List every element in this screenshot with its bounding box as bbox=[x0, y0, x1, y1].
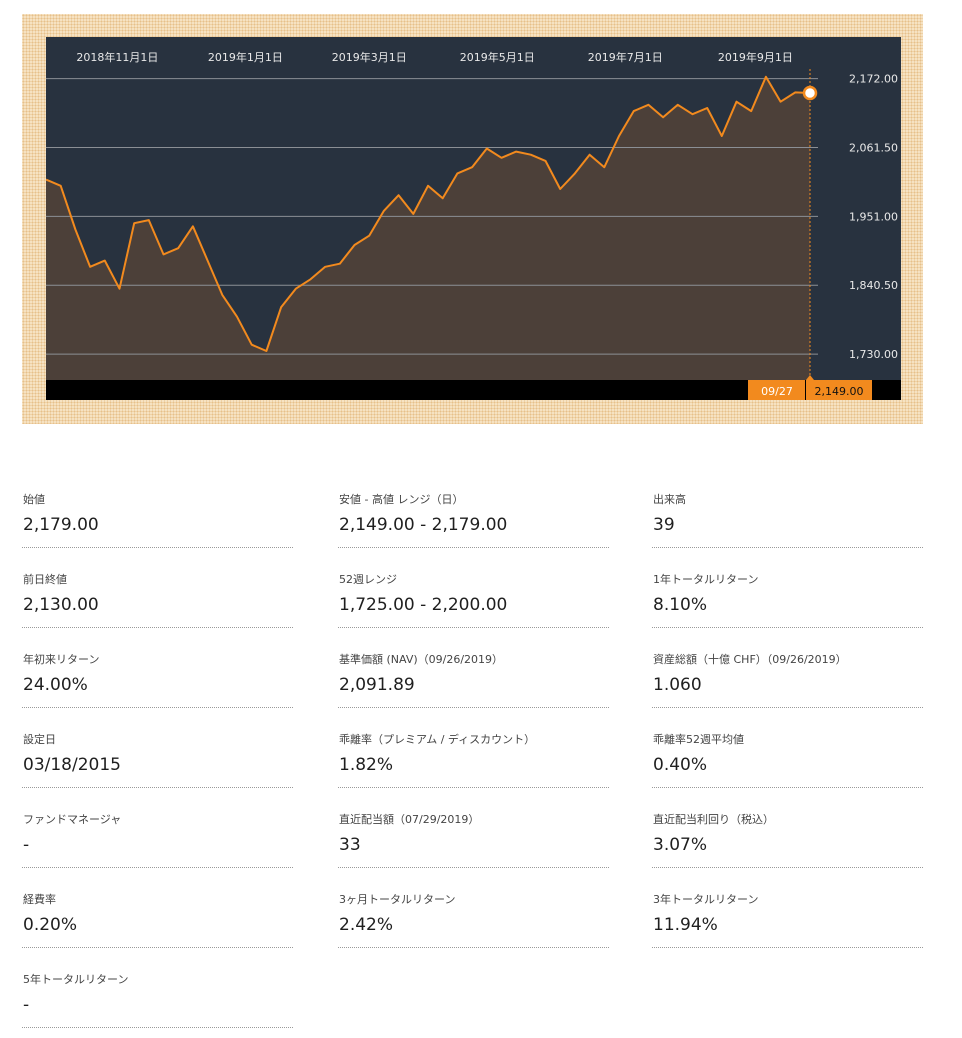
stat-fund-manager: ファンドマネージャ - bbox=[22, 803, 293, 868]
stat-total-assets: 資産総額（十億 CHF）（09/26/2019） 1.060 bbox=[652, 643, 923, 708]
stat-open: 始値 2,179.00 bbox=[22, 483, 293, 548]
stat-52-week-range: 52週レンジ 1,725.00 - 2,200.00 bbox=[338, 563, 609, 628]
stat-label: ファンドマネージャ bbox=[23, 813, 122, 826]
stat-value: 1.82% bbox=[339, 755, 394, 775]
stat-premium-52w-avg: 乖離率52週平均値 0.40% bbox=[652, 723, 923, 788]
stat-value: 1,725.00 - 2,200.00 bbox=[339, 595, 508, 615]
stat-previous-close: 前日終値 2,130.00 bbox=[22, 563, 293, 628]
stat-day-range: 安値 - 高値 レンジ（日） 2,149.00 - 2,179.00 bbox=[338, 483, 609, 548]
stat-label: 1年トータルリターン bbox=[653, 573, 759, 586]
stat-value: 11.94% bbox=[653, 915, 718, 935]
last-date-label: 09/27 bbox=[761, 385, 793, 398]
stat-last-dividend: 直近配当額（07/29/2019） 33 bbox=[338, 803, 609, 868]
price-line bbox=[46, 75, 811, 352]
value-badge-pointer bbox=[806, 375, 814, 380]
stat-value: 1.060 bbox=[653, 675, 702, 695]
stat-label: 直近配当利回り（税込） bbox=[653, 813, 774, 826]
stat-label: 出来高 bbox=[653, 493, 686, 506]
stat-label: 5年トータルリターン bbox=[23, 973, 129, 986]
stat-nav: 基準価額 (NAV)（09/26/2019） 2,091.89 bbox=[338, 643, 609, 708]
y-tick-label: 1,840.50 bbox=[849, 279, 898, 292]
x-tick-label: 2019年7月1日 bbox=[588, 50, 663, 64]
stat-value: 24.00% bbox=[23, 675, 88, 695]
stat-3m-total-return: 3ヶ月トータルリターン 2.42% bbox=[338, 883, 609, 948]
x-tick-label: 2019年5月1日 bbox=[460, 50, 535, 64]
stat-label: 基準価額 (NAV)（09/26/2019） bbox=[339, 653, 504, 666]
x-tick-label: 2018年11月1日 bbox=[76, 50, 158, 64]
stat-1y-total-return: 1年トータルリターン 8.10% bbox=[652, 563, 923, 628]
stat-label: 設定日 bbox=[23, 733, 56, 746]
stat-dividend-yield: 直近配当利回り（税込） 3.07% bbox=[652, 803, 923, 868]
stat-value: 33 bbox=[339, 835, 361, 855]
stat-value: 2,149.00 - 2,179.00 bbox=[339, 515, 508, 535]
x-tick-label: 2019年1月1日 bbox=[208, 50, 283, 64]
stat-volume: 出来高 39 bbox=[652, 483, 923, 548]
stat-value: 8.10% bbox=[653, 595, 708, 615]
stat-inception-date: 設定日 03/18/2015 bbox=[22, 723, 293, 788]
stat-label: 52週レンジ bbox=[339, 573, 397, 586]
stat-value: 2,091.89 bbox=[339, 675, 415, 695]
y-tick-label: 1,951.00 bbox=[849, 210, 898, 223]
stat-label: 乖離率（プレミアム / ディスカウント） bbox=[339, 733, 536, 746]
stat-label: 3ヶ月トータルリターン bbox=[339, 893, 456, 906]
y-tick-label: 2,061.50 bbox=[849, 142, 898, 155]
stat-label: 資産総額（十億 CHF）（09/26/2019） bbox=[653, 653, 847, 666]
stat-value: 3.07% bbox=[653, 835, 708, 855]
last-value-label: 2,149.00 bbox=[815, 385, 864, 398]
stat-expense-ratio: 経費率 0.20% bbox=[22, 883, 293, 948]
x-tick-label: 2019年3月1日 bbox=[332, 50, 407, 64]
stat-premium-discount: 乖離率（プレミアム / ディスカウント） 1.82% bbox=[338, 723, 609, 788]
stat-value: 0.40% bbox=[653, 755, 708, 775]
time-band bbox=[46, 380, 901, 400]
x-tick-label: 2019年9月1日 bbox=[718, 50, 793, 64]
stat-value: 0.20% bbox=[23, 915, 78, 935]
date-badge bbox=[748, 380, 805, 400]
stat-label: 経費率 bbox=[23, 893, 56, 906]
stat-label: 始値 bbox=[23, 493, 45, 506]
price-chart[interactable]: 2,172.00 2,061.50 1,951.00 1,840.50 1,730.00… bbox=[46, 37, 901, 400]
stat-ytd-return: 年初来リターン 24.00% bbox=[22, 643, 293, 708]
stat-3y-total-return: 3年トータルリターン 11.94% bbox=[652, 883, 923, 948]
stat-value: 2,130.00 bbox=[23, 595, 99, 615]
stat-label: 年初来リターン bbox=[23, 653, 100, 666]
stat-label: 3年トータルリターン bbox=[653, 893, 759, 906]
y-tick-label: 1,730.00 bbox=[849, 348, 898, 361]
stat-value: 2.42% bbox=[339, 915, 394, 935]
y-tick-label: 2,172.00 bbox=[849, 73, 898, 86]
stat-value: - bbox=[23, 835, 30, 855]
stat-value: - bbox=[23, 995, 30, 1015]
stat-label: 前日終値 bbox=[23, 573, 67, 586]
value-badge bbox=[806, 380, 872, 400]
stat-label: 乖離率52週平均値 bbox=[653, 733, 744, 746]
stat-label: 安値 - 高値 レンジ（日） bbox=[339, 493, 464, 506]
last-point-marker bbox=[802, 85, 818, 101]
stat-value: 39 bbox=[653, 515, 675, 535]
stat-label: 直近配当額（07/29/2019） bbox=[339, 813, 480, 826]
area-fill bbox=[46, 76, 810, 381]
stat-value: 03/18/2015 bbox=[23, 755, 121, 775]
stat-value: 2,179.00 bbox=[23, 515, 99, 535]
stat-5y-total-return: 5年トータルリターン - bbox=[22, 963, 293, 1028]
